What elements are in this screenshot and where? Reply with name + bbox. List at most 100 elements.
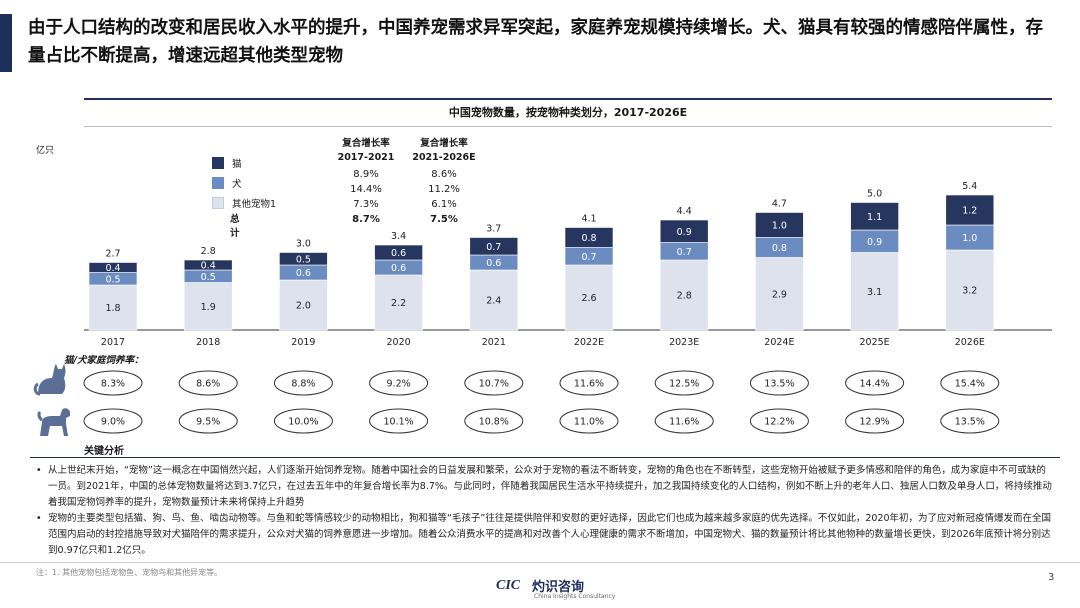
- y-unit-label: 亿只: [36, 146, 55, 156]
- ownership-rate-dog-2026E: 13.5%: [955, 417, 985, 428]
- ownership-rate-grid: 8.3% 8.6% 8.8% 9.2% 10.7% 11.6% 12.5% 13.5% 14.4…: [83, 370, 1000, 434]
- ownership-oval-cat-2021: [464, 370, 524, 396]
- page-number: 3: [1048, 572, 1055, 583]
- bar-value-label-other-2019: 2.0: [296, 301, 311, 312]
- bar-value-label-other-2024E: 2.9: [772, 289, 787, 300]
- bar-value-label-other-2017: 1.8: [105, 303, 120, 314]
- bar-value-label-dog-2019: 0.6: [296, 268, 311, 279]
- ownership-oval-cat-2018: [178, 370, 238, 396]
- ownership-rate-cat-2019: 8.8%: [291, 379, 315, 390]
- bar-segment-cat-2021: [469, 237, 519, 256]
- bar-value-label-dog-2022E: 0.7: [581, 252, 596, 263]
- ownership-rate-cat-2017: 8.3%: [101, 379, 125, 390]
- footnote: 注：1. 其他宠物包括宠物鱼、宠物鸟和其他异宠等。: [36, 568, 223, 577]
- bar-value-label-cat-2023E: 0.9: [677, 227, 692, 238]
- bar-value-label-cat-2026E: 1.2: [962, 206, 977, 217]
- bar-segment-other-2023E: [659, 259, 709, 331]
- bar-segment-other-2020: [374, 274, 423, 331]
- ownership-rate-cat-2023E: 12.5%: [669, 379, 699, 390]
- analysis-heading: 关键分析: [84, 446, 124, 457]
- ownership-rate-dog-2025E: 12.9%: [860, 417, 890, 428]
- ownership-rate-dog-2017: 9.0%: [101, 417, 125, 428]
- cagr-header-2-period: 2021-2026E: [412, 152, 476, 163]
- ownership-rate-dog-2024E: 12.2%: [764, 417, 794, 428]
- cagr-other-2: 6.1%: [431, 199, 457, 210]
- bar-total-label-2024E: 4.7: [772, 199, 787, 210]
- bar-segment-other-2021: [469, 269, 519, 331]
- brand-logo: CIC 灼识咨询 China Insights Consultancy: [496, 576, 626, 602]
- x-tick-label-2022E: 2022E: [574, 337, 604, 348]
- bar-value-label-dog-2021: 0.6: [486, 258, 501, 269]
- bar-total-label-2017: 2.7: [105, 249, 120, 260]
- cagr-dog-1: 14.4%: [350, 184, 382, 195]
- cagr-dog-2: 11.2%: [428, 184, 460, 195]
- legend-swatch-dog: [212, 177, 224, 189]
- cagr-column-2: 8.6% 11.2% 6.1% 7.5%: [404, 167, 484, 227]
- bar-segment-cat-2022E: [564, 227, 614, 248]
- analysis-bullet-2: 宠物的主要类型包括猫、狗、鸟、鱼、啮齿动物等。与鱼和蛇等情感较少的动物相比，狗和…: [36, 511, 1054, 559]
- ownership-oval-dog-2025E: [845, 408, 905, 434]
- bar-segment-dog-2026E: [945, 224, 995, 251]
- footer-divider: [0, 562, 1080, 563]
- cagr-header-1: 复合增长率 2017-2021: [326, 137, 406, 165]
- ownership-rate-cat-2021: 10.7%: [479, 379, 509, 390]
- bar-value-label-other-2022E: 2.6: [581, 293, 596, 304]
- x-tick-label-2026E: 2026E: [955, 337, 985, 348]
- cagr-total-2: 7.5%: [430, 214, 458, 225]
- bar-value-label-dog-2025E: 0.9: [867, 237, 882, 248]
- ownership-rate-dog-2019: 10.0%: [288, 417, 318, 428]
- bar-value-label-cat-2025E: 1.1: [867, 212, 882, 223]
- ownership-rate-dog-2023E: 11.6%: [669, 417, 699, 428]
- ownership-oval-cat-2024E: [749, 370, 809, 396]
- analysis-divider: [30, 457, 1060, 458]
- legend-label-cat: 猫: [232, 159, 242, 170]
- x-tick-label-2025E: 2025E: [860, 337, 890, 348]
- bar-segment-other-2022E: [564, 264, 614, 331]
- bar-segment-cat-2023E: [659, 219, 709, 243]
- analysis-bullet-1: 从上世纪末开始，“宠物”这一概念在中国悄然兴起，人们逐渐开始饲养宠物。随着中国社…: [36, 463, 1054, 511]
- ownership-oval-dog-2019: [273, 408, 333, 434]
- ownership-rate-cat-2020: 9.2%: [387, 379, 411, 390]
- x-tick-label-2024E: 2024E: [764, 337, 794, 348]
- x-tick-label-2023E: 2023E: [669, 337, 699, 348]
- bar-value-label-cat-2022E: 0.8: [581, 233, 596, 244]
- ownership-oval-dog-2024E: [749, 408, 809, 434]
- bar-value-label-dog-2023E: 0.7: [677, 247, 692, 258]
- bar-total-label-2023E: 4.4: [677, 206, 692, 217]
- bar-value-label-other-2023E: 2.8: [677, 291, 692, 302]
- bar-value-label-dog-2020: 0.6: [391, 263, 406, 274]
- bar-total-label-2018: 2.8: [201, 246, 216, 257]
- bar-segment-cat-2018: [183, 259, 233, 271]
- bar-value-label-cat-2018: 0.4: [201, 261, 216, 272]
- ownership-rate-dog-2022E: 11.0%: [574, 417, 604, 428]
- ownership-rate-cat-2026E: 15.4%: [955, 379, 985, 390]
- bar-value-label-dog-2024E: 0.8: [772, 243, 787, 254]
- ownership-oval-cat-2023E: [654, 370, 714, 396]
- legend-label-other: 其他宠物1: [232, 199, 277, 210]
- bar-value-label-dog-2026E: 1.0: [962, 233, 977, 244]
- analysis-bullets: 从上世纪末开始，“宠物”这一概念在中国悄然兴起，人们逐渐开始饲养宠物。随着中国社…: [36, 463, 1054, 559]
- bar-value-label-other-2018: 1.9: [201, 302, 216, 313]
- ownership-rate-cat-2024E: 13.5%: [764, 379, 794, 390]
- ownership-rate-cat-2018: 8.6%: [196, 379, 220, 390]
- bar-total-label-2025E: 5.0: [867, 189, 882, 200]
- x-tick-label-2017: 2017: [101, 337, 125, 348]
- bar-value-label-cat-2021: 0.7: [486, 242, 501, 253]
- x-tick-label-2019: 2019: [291, 337, 315, 348]
- bar-total-label-2022E: 4.1: [581, 214, 596, 225]
- ownership-oval-dog-2018: [178, 408, 238, 434]
- legend-label-dog: 犬: [232, 179, 242, 190]
- cagr-header-2: 复合增长率 2021-2026E: [404, 137, 484, 165]
- cagr-cat-2: 8.6%: [431, 169, 457, 180]
- ownership-oval-dog-2026E: [940, 408, 1000, 434]
- legend-label-total: 总计: [230, 214, 240, 239]
- cagr-total-1: 8.7%: [352, 214, 380, 225]
- title-accent-bar: [0, 14, 12, 72]
- bar-segment-cat-2017: [88, 262, 138, 273]
- ownership-oval-dog-2021: [464, 408, 524, 434]
- brand-name-en: China Insights Consultancy: [534, 593, 616, 600]
- ownership-oval-dog-2020: [369, 408, 429, 434]
- ownership-oval-cat-2026E: [940, 370, 1000, 396]
- ownership-oval-cat-2019: [273, 370, 333, 396]
- ownership-rate-dog-2021: 10.8%: [479, 417, 509, 428]
